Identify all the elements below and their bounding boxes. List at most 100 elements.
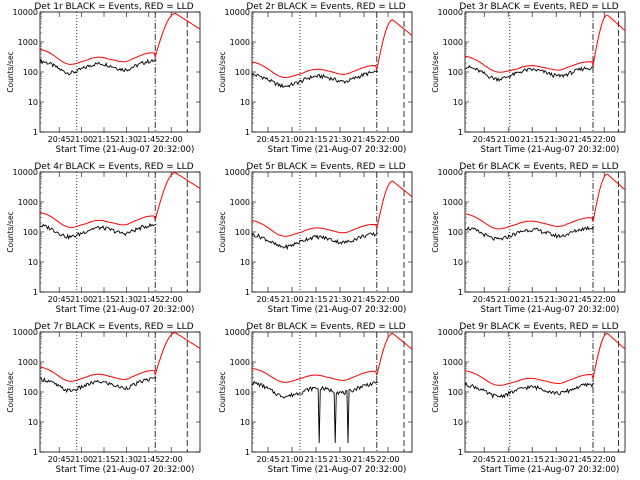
x-tick-label: 21:30 xyxy=(328,295,351,304)
x-tick-label: 22:00 xyxy=(593,295,616,304)
panel-det-9: Det 9r BLACK = Events, RED = LLD 1 10 100 10… xyxy=(431,322,626,475)
x-tick-label: 21:00 xyxy=(280,135,303,144)
x-tick-label: 20:45 xyxy=(473,295,496,304)
x-tick-label: 21:00 xyxy=(70,455,93,464)
y-tick-label: 100 xyxy=(235,228,250,237)
events-series-line xyxy=(39,376,157,394)
x-axis-label: Start Time (21-Aug-07 20:32:00) xyxy=(56,145,195,155)
x-tick-label: 21:30 xyxy=(115,295,138,304)
events-series-line xyxy=(39,222,157,241)
plot-frame xyxy=(251,171,413,293)
x-tick-label: 22:00 xyxy=(593,135,616,144)
panel-title: Det 6r BLACK = Events, RED = LLD xyxy=(459,162,618,172)
y-tick-label: 1 xyxy=(33,448,38,457)
x-tick-label: 20:45 xyxy=(48,135,71,144)
lld-series-line xyxy=(464,332,626,386)
x-tick-label: 20:45 xyxy=(256,135,279,144)
x-tick-label: 21:00 xyxy=(70,295,93,304)
panel-title: Det 8r BLACK = Events, RED = LLD xyxy=(246,322,405,332)
y-tick-label: 1000 xyxy=(443,358,463,367)
x-tick-label: 21:45 xyxy=(569,455,592,464)
y-tick-label: 10 xyxy=(453,418,463,427)
x-tick-label: 22:00 xyxy=(593,455,616,464)
x-tick-label: 21:45 xyxy=(569,135,592,144)
y-tick-label: 100 xyxy=(235,68,250,77)
plot-frame xyxy=(251,331,413,453)
panel-det-4: Det 4r BLACK = Events, RED = LLD 1 10 100 10… xyxy=(6,162,201,315)
y-tick-label: 1000 xyxy=(230,38,250,47)
panel-title: Det 4r BLACK = Events, RED = LLD xyxy=(34,162,193,172)
y-axis-label: Counts/sec xyxy=(431,51,440,92)
panel-title: Det 3r BLACK = Events, RED = LLD xyxy=(459,2,618,12)
panel-det-2: Det 2r BLACK = Events, RED = LLD 1 10 100 10… xyxy=(218,2,413,155)
x-tick-label: 21:30 xyxy=(545,295,568,304)
y-tick-label: 100 xyxy=(235,388,250,397)
panel-det-3: Det 3r BLACK = Events, RED = LLD 1 10 100 10… xyxy=(431,2,626,155)
y-tick-label: 1000 xyxy=(18,358,38,367)
panel-title: Det 9r BLACK = Events, RED = LLD xyxy=(459,322,618,332)
x-tick-label: 21:00 xyxy=(497,455,520,464)
y-tick-label: 10 xyxy=(240,258,250,267)
x-axis-label: Start Time (21-Aug-07 20:32:00) xyxy=(481,145,620,155)
x-tick-label: 21:00 xyxy=(70,135,93,144)
x-tick-label: 21:30 xyxy=(545,455,568,464)
y-tick-label: 1 xyxy=(245,128,250,137)
x-tick-label: 21:15 xyxy=(92,455,115,464)
y-axis-label: Counts/sec xyxy=(6,211,15,252)
y-tick-label: 1 xyxy=(458,448,463,457)
x-tick-label: 22:00 xyxy=(160,295,183,304)
y-axis-label: Counts/sec xyxy=(431,211,440,252)
y-tick-label: 1 xyxy=(458,288,463,297)
x-tick-label: 21:15 xyxy=(304,135,327,144)
y-tick-label: 100 xyxy=(448,388,463,397)
panel-det-5: Det 5r BLACK = Events, RED = LLD 1 10 100 10… xyxy=(218,162,413,315)
y-tick-label: 100 xyxy=(448,68,463,77)
x-tick-label: 21:15 xyxy=(92,295,115,304)
panel-det-6: Det 6r BLACK = Events, RED = LLD 1 10 100 10… xyxy=(431,162,626,315)
panel-title: Det 1r BLACK = Events, RED = LLD xyxy=(34,2,193,12)
x-tick-label: 20:45 xyxy=(473,455,496,464)
y-tick-label: 1000 xyxy=(230,358,250,367)
lld-series-line xyxy=(39,12,201,65)
x-axis-label: Start Time (21-Aug-07 20:32:00) xyxy=(56,305,195,315)
y-tick-label: 10 xyxy=(240,418,250,427)
x-tick-label: 20:45 xyxy=(256,455,279,464)
y-tick-label: 100 xyxy=(23,68,38,77)
y-tick-label: 10 xyxy=(28,98,38,107)
events-series-line xyxy=(251,231,378,251)
y-tick-label: 1 xyxy=(458,128,463,137)
events-series-line xyxy=(464,64,595,83)
events-series-line xyxy=(464,381,595,399)
lld-series-line xyxy=(464,173,626,230)
y-tick-label: 100 xyxy=(23,388,38,397)
x-tick-label: 21:30 xyxy=(328,455,351,464)
y-tick-label: 10000 xyxy=(438,328,463,337)
y-tick-label: 10000 xyxy=(438,8,463,17)
y-axis-label: Counts/sec xyxy=(218,211,227,252)
y-tick-label: 100 xyxy=(23,228,38,237)
x-tick-label: 21:00 xyxy=(497,295,520,304)
x-tick-label: 21:00 xyxy=(497,135,520,144)
x-tick-label: 21:45 xyxy=(137,455,160,464)
x-tick-label: 21:45 xyxy=(137,295,160,304)
y-tick-label: 10000 xyxy=(225,8,250,17)
y-axis-label: Counts/sec xyxy=(218,51,227,92)
x-axis-label: Start Time (21-Aug-07 20:32:00) xyxy=(56,465,195,475)
panel-det-8: Det 8r BLACK = Events, RED = LLD 1 10 100 10… xyxy=(218,322,413,475)
y-tick-label: 10000 xyxy=(13,168,38,177)
x-axis-label: Start Time (21-Aug-07 20:32:00) xyxy=(481,465,620,475)
x-tick-label: 20:45 xyxy=(48,295,71,304)
x-tick-label: 21:15 xyxy=(521,455,544,464)
y-tick-label: 1000 xyxy=(443,38,463,47)
panel-title: Det 7r BLACK = Events, RED = LLD xyxy=(34,322,193,332)
plot-frame xyxy=(39,331,201,453)
plot-frame xyxy=(464,11,626,133)
events-series-line xyxy=(251,380,378,443)
events-series-line xyxy=(251,70,378,89)
y-tick-label: 1000 xyxy=(18,198,38,207)
y-tick-label: 10 xyxy=(28,258,38,267)
x-tick-label: 22:00 xyxy=(160,135,183,144)
panel-title: Det 5r BLACK = Events, RED = LLD xyxy=(246,162,405,172)
x-tick-label: 21:30 xyxy=(115,135,138,144)
y-axis-label: Counts/sec xyxy=(218,371,227,412)
